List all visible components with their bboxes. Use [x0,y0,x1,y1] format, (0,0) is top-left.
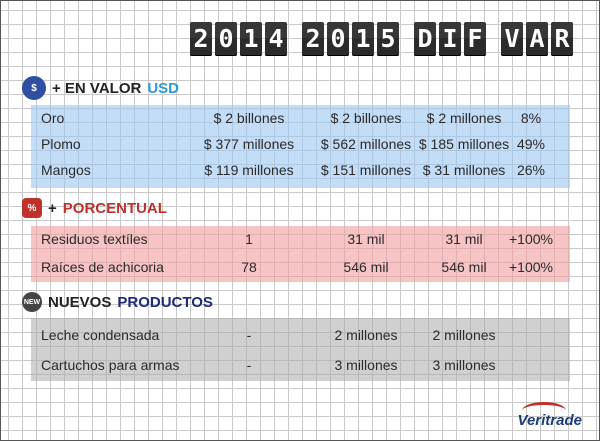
row-label: Cartuchos para armas [41,357,180,373]
cell-2015: 546 mil [343,259,389,275]
section-title-accent: PRODUCTOS [117,293,213,311]
table-row: Oro $ 2 billones $ 2 billones $ 2 millon… [31,106,570,132]
row-label: Leche condensada [41,327,160,343]
header-char-tile: F [464,22,486,56]
cell-var: 26% [516,162,546,178]
cell-2015: $ 562 millones [320,136,412,152]
percent-icon: % [22,198,42,218]
table-row: Leche condensada - 2 millones 2 millones [31,323,570,349]
row-label: Residuos textíles [41,231,148,247]
section-title-new: NEW NUEVOS PRODUCTOS [22,292,213,312]
header-char-tile: 2 [302,22,324,56]
cell-var: +100% [509,231,553,247]
cell-2015: $ 2 billones [330,110,402,126]
cell-2015: $ 151 millones [320,162,412,178]
header-char-tile: 0 [327,22,349,56]
cell-2014: - [246,357,252,373]
cell-dif: $ 31 millones [422,162,506,178]
veritrade-logo: Veritrade [518,402,582,429]
cell-var: 8% [520,110,542,126]
section-title-text: + EN VALOR [52,79,142,97]
cell-2015: 31 mil [347,231,385,247]
table-row: Plomo $ 377 millones $ 562 millones $ 18… [31,132,570,158]
cell-2015: 3 millones [334,357,398,373]
header-char-tile: V [501,22,523,56]
dollar-icon: $ [22,76,46,100]
table-row: Raíces de achicoria 78 546 mil 546 mil +… [31,255,570,281]
header-char-tile: 5 [377,22,399,56]
section-title-percent: % + PORCENTUAL [22,198,167,218]
table-row: Mangos $ 119 millones $ 151 millones $ 3… [31,158,570,184]
header-char-tile: 1 [240,22,262,56]
row-label: Plomo [41,136,81,152]
cell-dif: 2 millones [432,327,496,343]
header-char-tile: 4 [265,22,287,56]
section-title-accent: PORCENTUAL [62,199,167,217]
cell-2014: $ 2 billones [213,110,285,126]
cell-2014: - [246,327,252,343]
new-band [31,318,570,381]
cell-2014: $ 119 millones [204,162,294,178]
cell-dif: 546 mil [441,259,487,275]
row-label: Raíces de achicoria [41,259,164,275]
new-badge-icon: NEW [22,292,42,312]
cell-2014: 78 [241,259,257,275]
header-char-tile: I [439,22,461,56]
cell-var: +100% [509,259,553,275]
cell-var: 49% [516,136,546,152]
section-title-accent: USD [147,79,179,97]
cell-2014: $ 377 millones [203,136,295,152]
row-label: Mangos [41,162,91,178]
section-title-usd: $ + EN VALOR USD [22,76,179,100]
cell-dif: 31 mil [445,231,483,247]
header-char-tile: 1 [352,22,374,56]
cell-dif: $ 185 millones [418,136,510,152]
table-row: Residuos textíles 1 31 mil 31 mil +100% [31,227,570,253]
cell-dif: 3 millones [432,357,496,373]
header-char-tile: 2 [190,22,212,56]
logo-arc-icon [521,402,566,419]
section-title-text: + [48,199,57,217]
header-char-tile: D [414,22,436,56]
section-title-text: NUEVOS [48,293,112,311]
row-label: Oro [41,110,65,126]
cell-dif: $ 2 millones [426,110,502,126]
cell-2014: 1 [245,231,253,247]
header-char-tile: A [526,22,548,56]
cell-2015: 2 millones [334,327,398,343]
usd-band [31,105,570,188]
table-row: Cartuchos para armas - 3 millones 3 mill… [31,353,570,379]
percent-band [31,226,570,282]
header-char-tile: R [551,22,573,56]
header-char-tile: 0 [215,22,237,56]
